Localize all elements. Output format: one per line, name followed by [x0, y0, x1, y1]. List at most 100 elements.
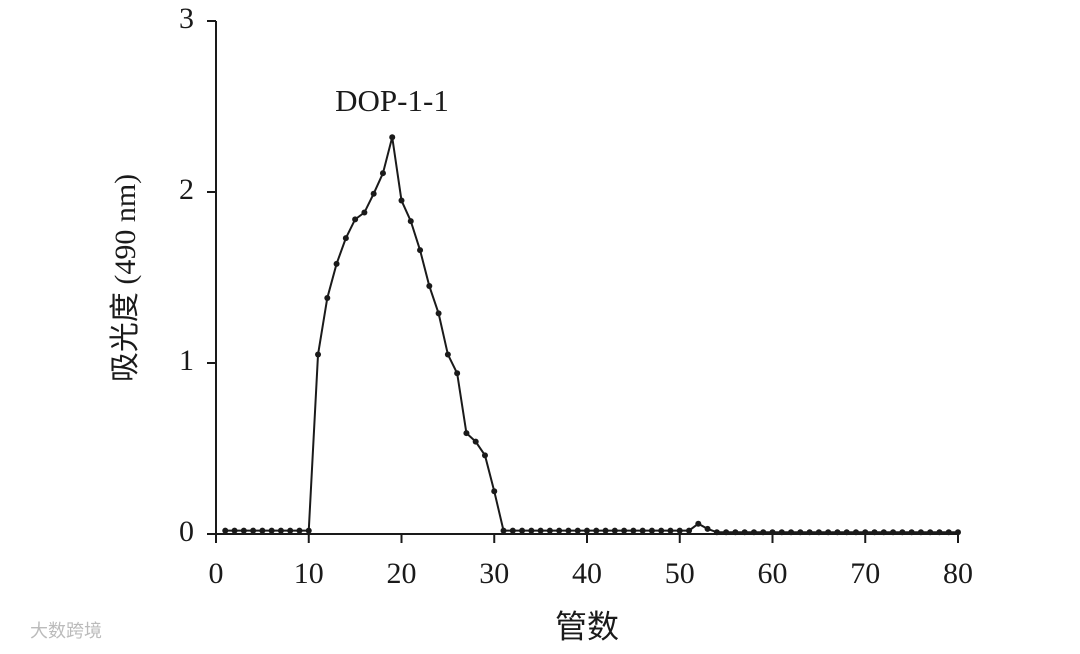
- y-tick-label: 2: [179, 173, 194, 206]
- y-tick-label: 1: [179, 344, 194, 377]
- data-point: [333, 260, 340, 267]
- data-point: [296, 527, 303, 534]
- data-point: [546, 527, 553, 534]
- x-tick-label: 10: [294, 557, 324, 590]
- data-point: [481, 452, 488, 459]
- data-point: [871, 529, 878, 536]
- data-line: [225, 137, 958, 534]
- data-point: [231, 527, 238, 534]
- data-point: [769, 529, 776, 536]
- data-point: [917, 529, 924, 536]
- data-point: [741, 529, 748, 536]
- data-point: [890, 529, 897, 536]
- data-point: [324, 295, 331, 302]
- y-tick-label: 3: [179, 2, 194, 35]
- data-point: [797, 529, 804, 536]
- data-point: [704, 525, 711, 532]
- data-point: [686, 527, 693, 534]
- data-point: [519, 527, 526, 534]
- data-point: [370, 190, 377, 197]
- data-point: [825, 529, 832, 536]
- data-point: [676, 527, 683, 534]
- data-point: [305, 527, 312, 534]
- data-point: [621, 527, 628, 534]
- data-point: [639, 527, 646, 534]
- data-point: [500, 527, 507, 534]
- data-point: [426, 283, 433, 290]
- y-axis-label: 吸光度 (490 nm): [109, 174, 142, 382]
- data-point: [361, 209, 368, 216]
- data-point: [491, 488, 498, 495]
- data-point: [444, 351, 451, 358]
- data-point: [435, 310, 442, 317]
- watermark: 大数跨境: [30, 621, 102, 641]
- data-point: [908, 529, 915, 536]
- data-point: [398, 197, 405, 204]
- data-point: [259, 527, 266, 534]
- data-point: [862, 529, 869, 536]
- data-point: [955, 529, 961, 536]
- data-point: [574, 527, 581, 534]
- data-point: [222, 527, 229, 534]
- data-point: [815, 529, 822, 536]
- data-point: [556, 527, 563, 534]
- data-point: [315, 351, 322, 358]
- data-point: [927, 529, 934, 536]
- x-tick-label: 30: [479, 557, 509, 590]
- x-tick-label: 80: [943, 557, 973, 590]
- x-tick-label: 0: [209, 557, 224, 590]
- x-tick-label: 70: [850, 557, 880, 590]
- data-point: [463, 430, 470, 437]
- data-point: [723, 529, 730, 536]
- data-point: [240, 527, 247, 534]
- data-point: [732, 529, 739, 536]
- data-point: [584, 527, 590, 534]
- data-point: [537, 527, 544, 534]
- data-point: [788, 529, 795, 536]
- x-tick-label: 60: [758, 557, 788, 590]
- data-point: [454, 370, 461, 377]
- data-point: [611, 527, 618, 534]
- data-point: [593, 527, 600, 534]
- data-point: [379, 170, 386, 177]
- data-point: [899, 529, 906, 536]
- data-point: [945, 529, 952, 536]
- data-point: [852, 529, 859, 536]
- data-point: [389, 134, 396, 141]
- data-point: [342, 235, 349, 242]
- data-point: [695, 520, 702, 527]
- data-point: [880, 529, 887, 536]
- data-point: [287, 527, 294, 534]
- x-tick-label: 40: [572, 557, 602, 590]
- x-tick-label: 50: [665, 557, 695, 590]
- data-point: [658, 527, 665, 534]
- data-point: [417, 247, 424, 254]
- data-point: [843, 529, 850, 536]
- data-point: [750, 529, 757, 536]
- data-point: [806, 529, 813, 536]
- x-tick-label: 20: [387, 557, 417, 590]
- data-point: [250, 527, 257, 534]
- y-tick-label: 0: [179, 515, 194, 548]
- data-point: [760, 529, 767, 536]
- data-point: [630, 527, 637, 534]
- data-point: [778, 529, 785, 536]
- data-point: [277, 527, 284, 534]
- annotation: DOP-1-1: [335, 83, 449, 118]
- data-point: [565, 527, 572, 534]
- x-axis-label: 管数: [555, 608, 619, 644]
- data-point: [528, 527, 535, 534]
- data-point: [509, 527, 516, 534]
- data-point: [667, 527, 674, 534]
- data-point: [352, 216, 359, 223]
- data-point: [268, 527, 275, 534]
- data-point: [713, 529, 720, 536]
- data-point: [936, 529, 943, 536]
- data-point: [602, 527, 609, 534]
- data-point: [648, 527, 655, 534]
- data-point: [834, 529, 841, 536]
- data-point: [472, 438, 479, 445]
- data-point: [407, 218, 414, 225]
